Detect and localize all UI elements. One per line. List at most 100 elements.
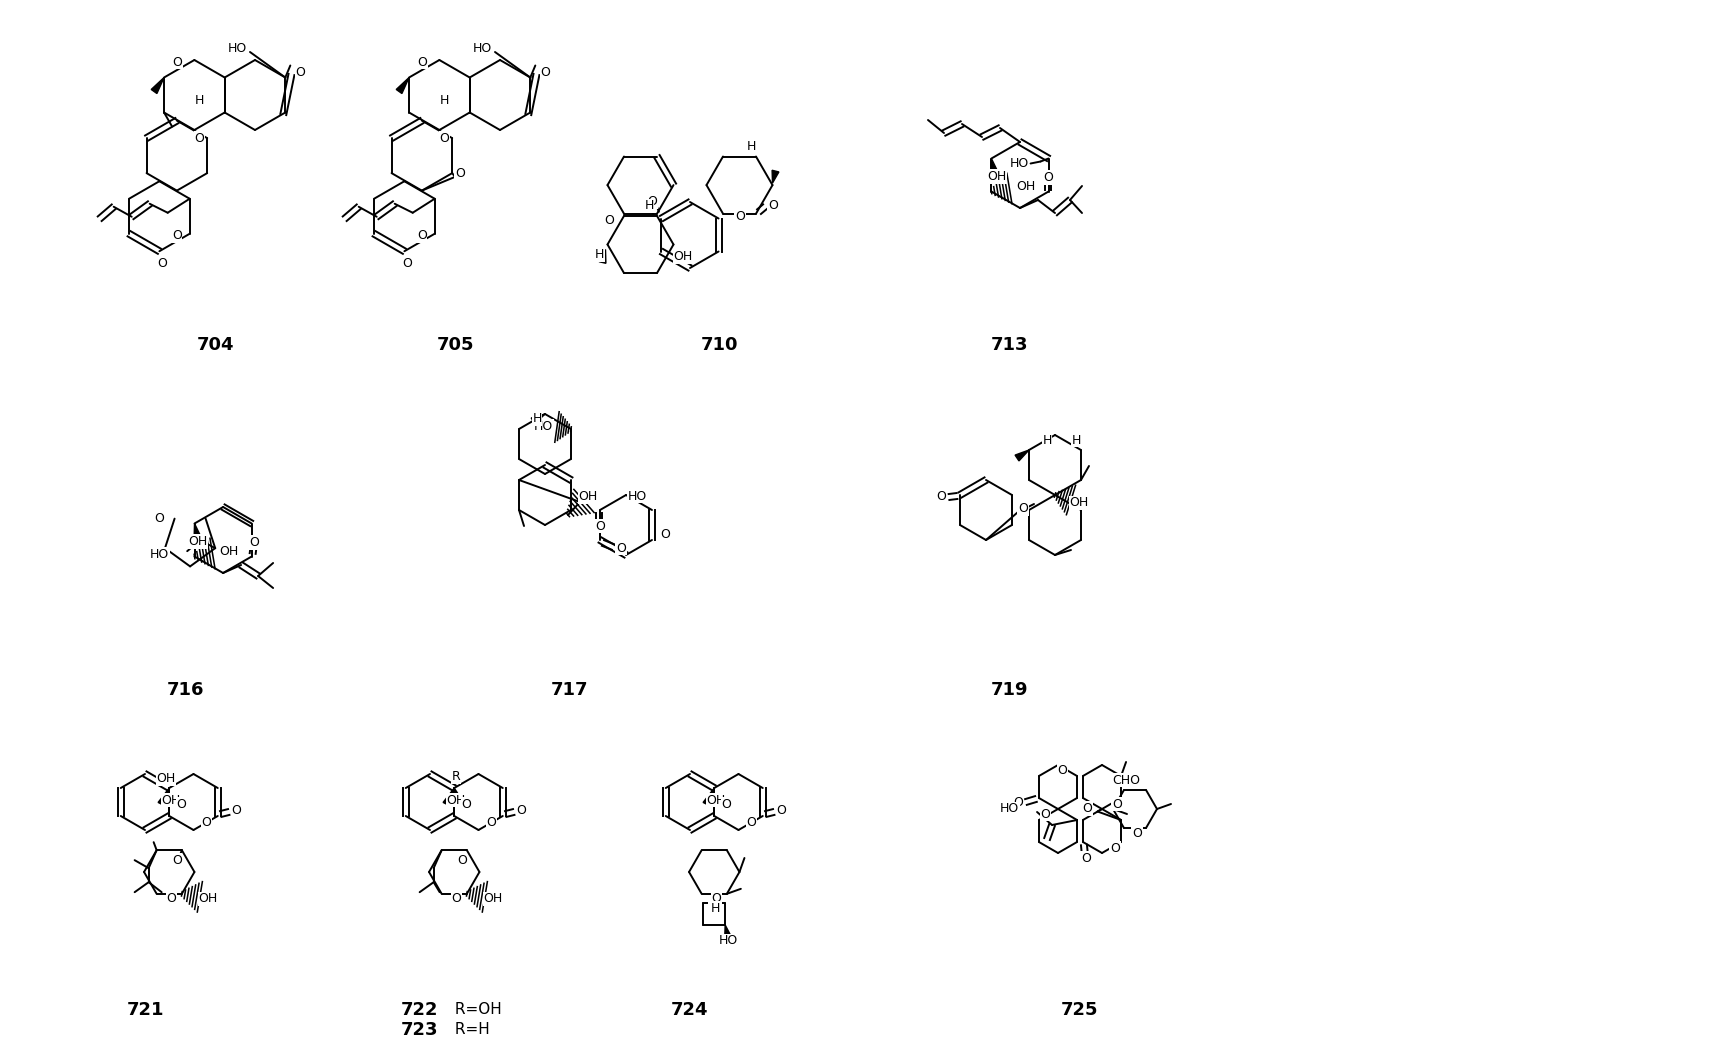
Text: OH: OH <box>1070 497 1089 509</box>
Text: 722: 722 <box>401 1001 439 1019</box>
Text: O: O <box>487 815 497 828</box>
Text: O: O <box>516 805 526 818</box>
Text: O: O <box>1044 170 1054 184</box>
Text: OH: OH <box>987 170 1006 183</box>
Text: O: O <box>194 131 205 145</box>
Text: O: O <box>249 536 260 549</box>
Polygon shape <box>151 77 163 93</box>
Text: O: O <box>660 528 669 541</box>
Text: O: O <box>1013 796 1023 809</box>
Polygon shape <box>194 523 201 538</box>
Text: O: O <box>721 797 731 810</box>
Text: 721: 721 <box>126 1001 163 1019</box>
Text: O: O <box>777 805 786 818</box>
Text: O: O <box>232 805 241 818</box>
Text: O: O <box>583 490 593 503</box>
Text: O: O <box>1080 851 1090 864</box>
Text: O: O <box>647 195 657 209</box>
Text: O: O <box>172 229 182 243</box>
Text: O: O <box>734 210 745 223</box>
Text: O: O <box>1113 797 1121 810</box>
Text: O: O <box>595 520 605 533</box>
Text: O: O <box>746 815 757 828</box>
Text: O: O <box>167 893 177 905</box>
Text: H: H <box>710 901 721 915</box>
Text: O: O <box>1041 808 1049 821</box>
Text: HO: HO <box>999 803 1018 815</box>
Text: R: R <box>452 771 461 784</box>
Text: 723: 723 <box>401 1021 439 1039</box>
Polygon shape <box>724 925 731 938</box>
Text: O: O <box>177 797 186 810</box>
Polygon shape <box>158 788 169 806</box>
Text: H: H <box>746 140 755 152</box>
Text: O: O <box>416 229 427 243</box>
Text: OH: OH <box>707 793 726 807</box>
Text: 710: 710 <box>702 336 740 354</box>
Polygon shape <box>396 77 409 93</box>
Text: OH: OH <box>198 893 217 905</box>
Text: O: O <box>201 815 212 828</box>
Text: O: O <box>172 55 182 69</box>
Text: 719: 719 <box>991 681 1029 699</box>
Text: O: O <box>452 893 461 905</box>
Text: H: H <box>531 413 542 426</box>
Text: H: H <box>1042 433 1051 447</box>
Polygon shape <box>454 788 463 803</box>
Text: O: O <box>712 893 721 905</box>
Text: O: O <box>1132 827 1142 840</box>
Text: O: O <box>1082 802 1092 815</box>
Text: H: H <box>645 199 654 213</box>
Text: HO: HO <box>1010 157 1029 170</box>
Text: O: O <box>769 199 777 212</box>
Polygon shape <box>703 788 714 806</box>
Text: OH: OH <box>187 535 206 548</box>
Text: 704: 704 <box>196 336 234 354</box>
Text: HO: HO <box>227 41 248 54</box>
Text: O: O <box>155 513 165 525</box>
Text: O: O <box>458 854 466 866</box>
Text: OH: OH <box>447 793 466 807</box>
Text: O: O <box>1018 503 1029 516</box>
Polygon shape <box>772 170 779 183</box>
Text: OH: OH <box>157 772 175 786</box>
Text: O: O <box>418 55 427 69</box>
Text: O: O <box>936 490 946 503</box>
Text: O: O <box>456 167 464 180</box>
Polygon shape <box>991 159 998 174</box>
Text: HO: HO <box>150 548 169 560</box>
Text: H: H <box>194 93 205 107</box>
Text: O: O <box>540 66 550 79</box>
Text: H: H <box>1072 433 1080 447</box>
Text: 724: 724 <box>671 1001 709 1019</box>
Text: H: H <box>595 248 604 261</box>
Text: O: O <box>172 854 182 866</box>
Polygon shape <box>531 414 545 424</box>
Text: O: O <box>1058 765 1066 777</box>
Text: O: O <box>604 214 614 228</box>
Text: O: O <box>1109 842 1120 855</box>
Text: O: O <box>461 797 471 810</box>
Text: R=H: R=H <box>451 1023 490 1038</box>
Text: O: O <box>439 131 449 145</box>
Text: O: O <box>402 256 413 270</box>
Text: HO: HO <box>628 489 647 503</box>
Text: OH: OH <box>674 250 693 263</box>
Text: HO: HO <box>533 419 554 432</box>
Text: 705: 705 <box>437 336 473 354</box>
Text: OH: OH <box>220 545 239 558</box>
Polygon shape <box>599 250 605 264</box>
Polygon shape <box>1015 450 1029 461</box>
Text: O: O <box>296 66 306 79</box>
Text: 716: 716 <box>167 681 203 699</box>
Text: O: O <box>616 541 626 555</box>
Text: H: H <box>440 93 449 107</box>
Text: OH: OH <box>162 793 181 807</box>
Text: 713: 713 <box>991 336 1029 354</box>
Text: H: H <box>709 901 717 915</box>
Text: CHO: CHO <box>1113 773 1140 787</box>
Text: O: O <box>158 256 167 270</box>
Text: OH: OH <box>1017 180 1035 193</box>
Text: OH: OH <box>578 490 597 503</box>
Text: 717: 717 <box>550 681 588 699</box>
